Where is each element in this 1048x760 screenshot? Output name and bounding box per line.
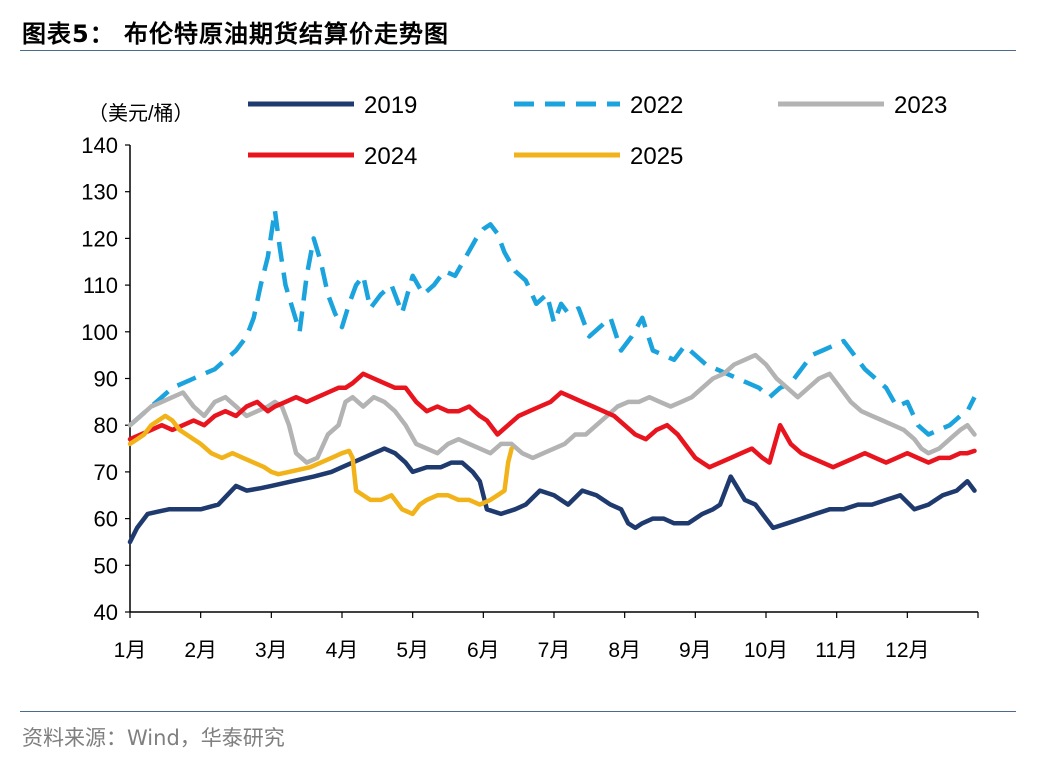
x-tick-label: 7月 (538, 639, 571, 662)
x-tick-label: 4月 (326, 639, 359, 662)
x-tick-label: 11月 (815, 639, 858, 662)
legend-label-2019: 2019 (364, 92, 417, 119)
series-line-2025 (127, 413, 514, 517)
x-tick-label: 3月 (255, 639, 288, 662)
y-tick-label: 60 (94, 507, 118, 532)
x-tick-label: 12月 (885, 639, 929, 662)
y-tick-label: 100 (81, 320, 118, 345)
series-line-2023 (127, 352, 977, 465)
series-line-2019 (127, 446, 977, 545)
source-note: 资料来源：Wind，华泰研究 (22, 726, 285, 750)
y-tick-label: 40 (94, 600, 118, 625)
x-tick-label: 6月 (467, 639, 500, 662)
series-line-2022 (128, 208, 977, 437)
y-tick-label: 50 (94, 553, 118, 578)
legend-label-2023: 2023 (894, 92, 947, 119)
legend-label-2025: 2025 (630, 143, 683, 170)
y-tick-label: 110 (83, 273, 118, 298)
header-rule (20, 50, 1016, 51)
legend-label-2024: 2024 (364, 143, 417, 170)
series-line-2024 (127, 371, 977, 470)
x-tick-label: 10月 (744, 639, 788, 662)
x-tick-label: 9月 (679, 639, 712, 662)
y-tick-label: 90 (94, 367, 118, 392)
y-axis-label: （美元/桶） (88, 102, 194, 125)
x-tick-label: 5月 (396, 639, 429, 662)
chart-series (127, 208, 977, 545)
footer-rule (20, 711, 1016, 712)
x-tick-label: 2月 (184, 639, 217, 662)
y-tick-label: 120 (81, 226, 118, 251)
y-tick-label: 80 (94, 413, 118, 438)
x-tick-label: 1月 (114, 639, 147, 662)
y-tick-label: 70 (94, 460, 118, 485)
chart-legend: 2019 2022 2023 2024 2025 (248, 92, 947, 170)
legend-label-2022: 2022 (630, 92, 683, 119)
x-tick-label: 8月 (608, 639, 641, 662)
chart-axes: 40 50 60 70 80 90 100 110 120 130 140 （美元/桶） 1月 2月 3月 4… (81, 102, 979, 662)
y-tick-label: 140 (81, 133, 118, 158)
y-tick-label: 130 (81, 180, 118, 205)
chart-title: 图表5： 布伦特原油期货结算价走势图 (22, 20, 450, 48)
